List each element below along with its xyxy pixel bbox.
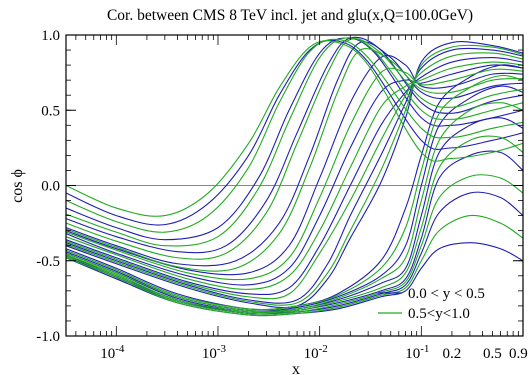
- x-tick-label: 0.9: [509, 346, 528, 362]
- series-2-curve-2: [65, 52, 524, 300]
- x-tick-label: 10-4: [100, 343, 125, 362]
- x-tick-label: 10-2: [304, 343, 328, 362]
- series-1-curve-1: [65, 41, 524, 309]
- y-tick-label: 1.0: [41, 28, 60, 44]
- series-2-curve-14: [65, 214, 524, 317]
- x-tick-label: 0.5: [483, 346, 502, 362]
- plot-area: [65, 36, 524, 317]
- series-2-curve-6: [65, 38, 524, 260]
- series-2-curve-12: [65, 135, 524, 314]
- y-tick-label: -1.0: [36, 329, 60, 345]
- y-tick-label: 0.5: [41, 103, 60, 119]
- series-1-curve-4: [65, 64, 524, 286]
- series-1-curve-6: [65, 41, 524, 267]
- series-2-curve-3: [65, 61, 524, 290]
- legend: 0.0 < y < 0.5 0.5<y<1.0: [378, 286, 485, 322]
- series-1-curve-8: [65, 37, 524, 241]
- series-1-curve-5: [65, 54, 524, 276]
- legend-label-1: 0.0 < y < 0.5: [408, 286, 485, 302]
- series-2-curve-11: [65, 102, 524, 312]
- series-1-curve-9: [65, 39, 524, 226]
- y-tick-label: 0.0: [41, 179, 60, 195]
- series-2-curve-8: [65, 38, 524, 233]
- x-tick-label: 10-3: [202, 343, 227, 362]
- series-2-curve-7: [65, 37, 524, 247]
- series-2-curve-9: [65, 40, 524, 217]
- chart-title: Cor. between CMS 8 TeV incl. jet and glu…: [107, 7, 473, 24]
- series-1-curve-12: [65, 117, 524, 314]
- series-1-curve-7: [65, 36, 524, 254]
- series-2-curve-13: [65, 174, 524, 315]
- series-2-curve-1: [65, 44, 524, 306]
- series-1-curve-3: [65, 57, 524, 296]
- series-1-curve-2: [65, 47, 524, 304]
- series-2-curve-5: [65, 48, 524, 272]
- y-axis-label: cos ϕ: [9, 169, 26, 203]
- x-tick-label: 10-1: [405, 343, 429, 362]
- y-tick-label: -0.5: [36, 254, 60, 270]
- series-2-curve-4: [65, 67, 524, 281]
- x-tick-label: 0.2: [443, 346, 462, 362]
- legend-label-2: 0.5<y<1.0: [408, 306, 470, 322]
- series-2-curve-10: [65, 74, 524, 311]
- series-1-curve-10: [65, 64, 524, 311]
- x-axis-label: x: [292, 361, 300, 375]
- axes: -1.0 -0.5 0.0 0.5 1.0 10-4 10-3 10-2 10-1 0.2 0.5 0…: [36, 28, 527, 362]
